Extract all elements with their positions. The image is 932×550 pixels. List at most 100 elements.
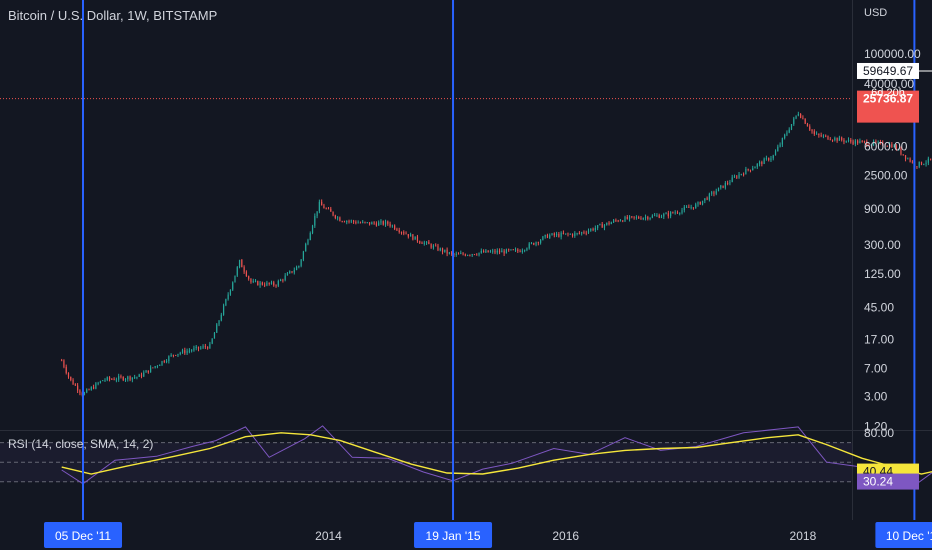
candle-body <box>569 234 571 235</box>
candle-body <box>295 267 298 271</box>
candle-body <box>546 234 549 238</box>
candle-body <box>405 233 407 235</box>
candle-body <box>343 221 346 223</box>
candle-body <box>774 151 777 156</box>
candle-body <box>106 377 108 380</box>
candle-body <box>667 213 669 217</box>
candle-body <box>77 385 79 391</box>
candle-body <box>350 220 352 222</box>
y-tick-label: 100000.00 <box>864 47 921 61</box>
candle-body <box>243 267 245 272</box>
candle-body <box>706 198 708 200</box>
candle-body <box>619 220 622 222</box>
candle-body <box>188 350 190 352</box>
candle-body <box>727 183 729 184</box>
candle-body <box>647 216 649 220</box>
candle-body <box>656 215 658 217</box>
candle-body <box>341 221 343 222</box>
currency-label: USD <box>864 7 888 19</box>
candle-body <box>448 252 450 254</box>
candle-body <box>111 379 113 380</box>
candle-body <box>118 376 120 380</box>
candle-body <box>533 242 535 245</box>
candle-body <box>207 347 209 349</box>
candle-body <box>391 225 393 227</box>
candle-body <box>688 207 690 208</box>
candle-body <box>104 379 106 381</box>
candle-body <box>679 212 681 214</box>
candle-body <box>373 222 375 224</box>
candle-body <box>558 233 560 237</box>
candle-body <box>790 124 793 130</box>
y-tick-label: 40000.00 <box>864 77 914 91</box>
candle-body <box>870 144 872 146</box>
y-tick-label: 6000.00 <box>864 140 908 154</box>
candle-body <box>332 211 334 216</box>
candle-body <box>72 379 74 385</box>
candle-body <box>469 255 471 256</box>
date-badge <box>44 522 122 548</box>
candle-body <box>305 243 307 252</box>
candle-body <box>346 221 348 223</box>
candle-body <box>542 236 544 241</box>
x-tick-label: 2014 <box>315 529 342 543</box>
candle-body <box>238 260 241 268</box>
candle-body <box>457 253 460 255</box>
candle-body <box>578 233 580 234</box>
candle-body <box>302 251 305 260</box>
y-tick-label: 7.00 <box>864 362 888 376</box>
candle-body <box>925 162 927 165</box>
candle-body <box>738 174 740 178</box>
candle-body <box>624 216 626 222</box>
candle-body <box>781 138 783 145</box>
candle-body <box>514 249 517 251</box>
candle-body <box>891 144 893 148</box>
candle-body <box>638 217 640 219</box>
candle-body <box>177 353 179 356</box>
candle-body <box>731 177 733 183</box>
candle-body <box>473 254 476 255</box>
candle-body <box>407 234 409 237</box>
candle-body <box>854 140 856 144</box>
candle-body <box>603 224 606 228</box>
candle-body <box>508 249 510 251</box>
candle-body <box>590 228 592 231</box>
candle-body <box>218 320 220 325</box>
candle-body <box>879 141 882 143</box>
candle-body <box>79 390 81 393</box>
candle-body <box>131 377 133 380</box>
candle-body <box>136 376 138 378</box>
candle-body <box>179 352 181 354</box>
candle-body <box>181 350 184 353</box>
candle-body <box>581 232 583 234</box>
candle-body <box>770 158 772 161</box>
candle-body <box>672 212 674 214</box>
candle-body <box>704 198 706 201</box>
candle-body <box>74 384 76 386</box>
candle-body <box>843 139 845 142</box>
candle-body <box>432 245 435 248</box>
candle-body <box>827 135 829 140</box>
candle-body <box>756 163 758 167</box>
candle-body <box>690 207 692 209</box>
candle-body <box>551 233 553 236</box>
y-tick-label: 300.00 <box>864 238 901 252</box>
candle-body <box>685 207 688 208</box>
candle-body <box>289 271 291 274</box>
candle-body <box>394 225 396 230</box>
candle-body <box>526 248 528 251</box>
candle-body <box>886 146 888 147</box>
candle-body <box>348 221 350 222</box>
candle-body <box>875 141 877 143</box>
candle-body <box>102 380 104 382</box>
rsi-indicator-title[interactable]: RSI (14, close, SMA, 14, 2) <box>8 437 154 451</box>
candle-body <box>654 215 656 217</box>
candle-body <box>245 271 247 277</box>
candle-body <box>108 377 111 380</box>
rsi-tick-label: 80.00 <box>864 426 894 440</box>
candle-body <box>665 213 667 215</box>
candle-body <box>467 255 469 256</box>
candle-body <box>838 137 840 141</box>
candle-body <box>597 225 599 228</box>
